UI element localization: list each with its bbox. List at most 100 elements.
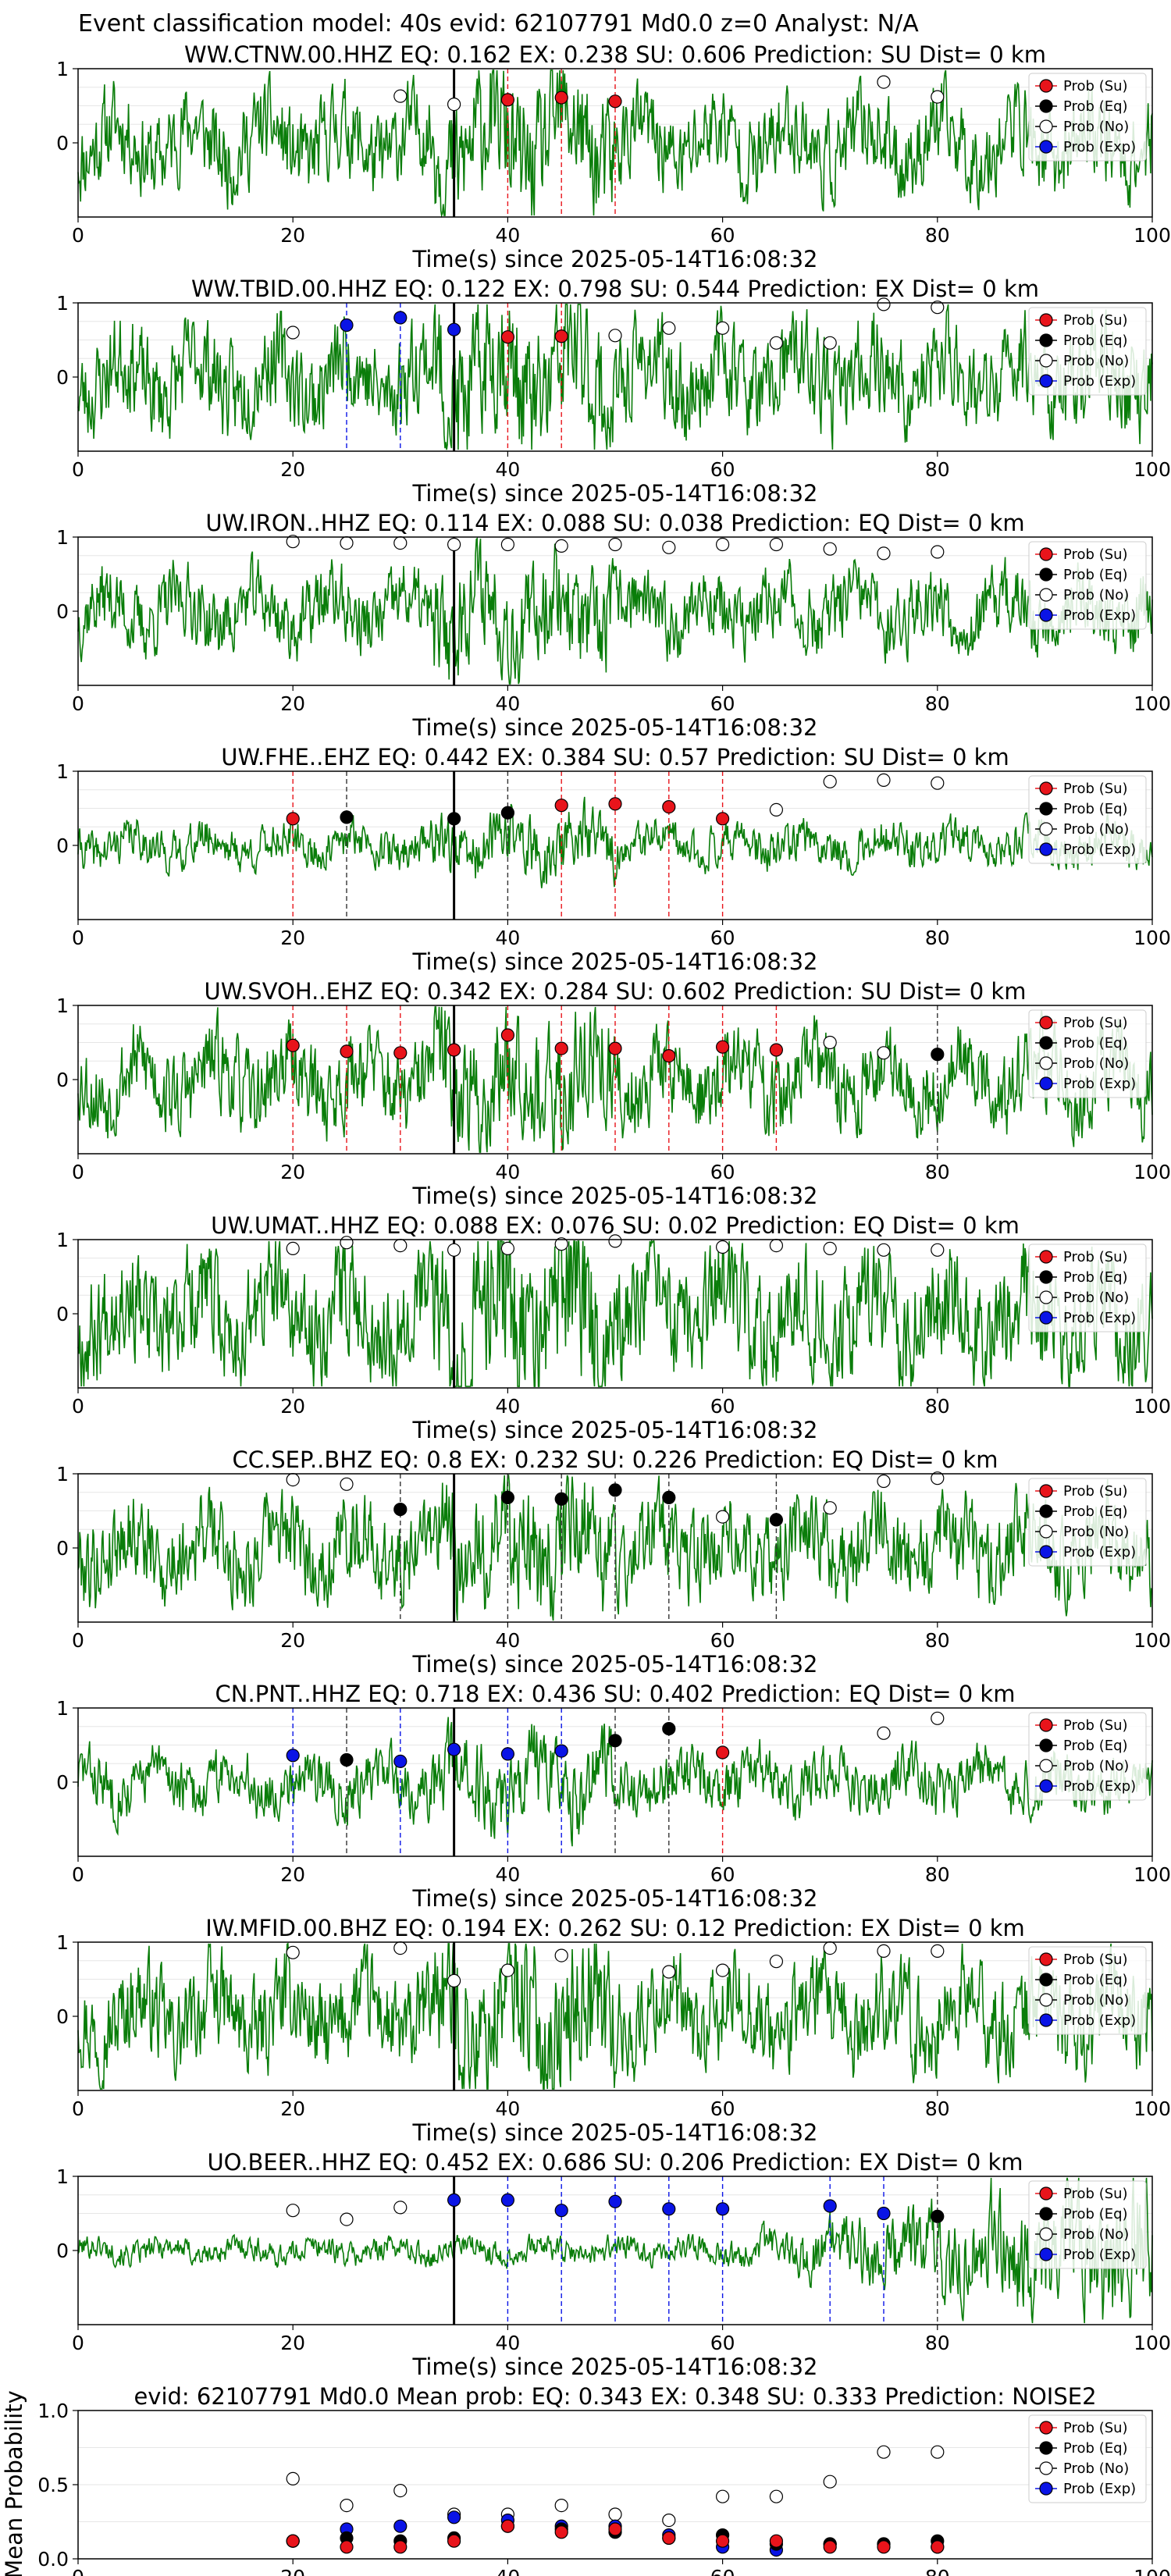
x-tick-label: 20 — [280, 458, 305, 481]
prob-marker-no — [877, 546, 891, 560]
x-tick-label: 100 — [1134, 2566, 1171, 2576]
mean-prob-marker-su — [286, 2534, 300, 2548]
panel-4: UW.FHE..EHZ EQ: 0.442 EX: 0.384 SU: 0.57… — [56, 744, 1171, 975]
prob-marker-exp — [662, 2202, 676, 2216]
panel-5: UW.SVOH..EHZ EQ: 0.342 EX: 0.284 SU: 0.6… — [56, 978, 1171, 1209]
prob-marker-no — [877, 75, 891, 89]
prob-marker-no — [877, 297, 891, 311]
legend-label-no: Prob (No) — [1063, 1055, 1129, 1072]
prob-marker-no — [769, 1238, 784, 1253]
legend-marker-eq — [1039, 2207, 1053, 2221]
prob-marker-su — [715, 812, 730, 826]
x-tick-label: 60 — [710, 1161, 735, 1183]
x-tick-label: 20 — [280, 224, 305, 247]
prob-marker-no — [769, 537, 784, 552]
x-tick-label: 100 — [1134, 692, 1171, 715]
legend-label-exp: Prob (Exp) — [1063, 1778, 1136, 1795]
legend-marker-su — [1039, 1250, 1053, 1264]
mean-prob-marker-su — [340, 2540, 354, 2554]
x-tick-label: 20 — [280, 2332, 305, 2354]
mean-probability-ylabel: Mean Probability — [1, 2390, 27, 2576]
prob-marker-su — [447, 1043, 461, 1057]
prob-marker-no — [340, 1236, 354, 1250]
prob-marker-no — [393, 535, 408, 550]
prob-marker-eq — [340, 1752, 354, 1767]
y-tick-label: 1 — [56, 1229, 69, 1251]
legend-marker-su — [1039, 781, 1053, 795]
mean-prob-marker-su — [393, 2540, 408, 2554]
y-tick-label: 1 — [56, 994, 69, 1017]
prob-marker-su — [500, 330, 515, 344]
mean-prob-marker-su — [877, 2540, 891, 2554]
x-tick-label: 20 — [280, 1629, 305, 1652]
x-tick-label: 80 — [925, 2332, 950, 2354]
x-axis-label: Time(s) since 2025-05-14T16:08:32 — [412, 1417, 818, 1443]
legend-marker-su — [1039, 1484, 1053, 1498]
prob-marker-no — [877, 1726, 891, 1740]
legend-marker-no — [1039, 1525, 1053, 1539]
legend-label-no: Prob (No) — [1063, 119, 1129, 135]
prob-marker-su — [554, 91, 568, 105]
prob-marker-no — [662, 1965, 676, 1979]
prob-marker-no — [340, 2212, 354, 2226]
prob-marker-no — [823, 542, 837, 556]
x-tick-label: 60 — [710, 1863, 735, 1886]
prob-marker-su — [769, 1043, 784, 1057]
legend-label-su: Prob (Su) — [1063, 1717, 1128, 1734]
prob-marker-no — [393, 1941, 408, 1955]
x-axis-label: Time(s) since 2025-05-14T16:08:32 — [412, 2119, 818, 2146]
legend-label-eq: Prob (Eq) — [1063, 1972, 1128, 1988]
x-tick-label: 80 — [925, 458, 950, 481]
panel-title: UW.SVOH..EHZ EQ: 0.342 EX: 0.284 SU: 0.6… — [205, 978, 1027, 1005]
x-axis-label: Time(s) since 2025-05-14T16:08:32 — [412, 480, 818, 507]
prob-marker-no — [877, 1243, 891, 1257]
panel-1: WW.CTNW.00.HHZ EQ: 0.162 EX: 0.238 SU: 0… — [56, 41, 1171, 272]
prob-marker-no — [608, 537, 622, 552]
prob-marker-eq — [931, 1048, 945, 1062]
y-tick-label: 0 — [56, 1771, 69, 1794]
prob-marker-no — [931, 90, 945, 104]
legend-label-exp: Prob (Exp) — [1063, 1544, 1136, 1560]
x-tick-label: 0 — [72, 2566, 84, 2576]
prob-marker-exp — [447, 2193, 461, 2207]
prob-marker-su — [500, 93, 515, 107]
prob-marker-no — [447, 537, 461, 552]
legend-marker-exp — [1039, 140, 1053, 154]
prob-marker-su — [554, 329, 568, 343]
prob-marker-eq — [931, 2209, 945, 2223]
y-tick-label: 0.5 — [37, 2474, 69, 2496]
legend-label-no: Prob (No) — [1063, 1758, 1129, 1774]
legend-label-eq: Prob (Eq) — [1063, 98, 1128, 115]
prob-marker-no — [286, 326, 300, 340]
panel-11: evid: 62107791 Md0.0 Mean prob: EQ: 0.34… — [1, 2383, 1171, 2576]
prob-marker-no — [662, 321, 676, 335]
y-tick-label: 0 — [56, 132, 69, 155]
x-tick-label: 80 — [925, 1395, 950, 1418]
panel-title: WW.TBID.00.HHZ EQ: 0.122 EX: 0.798 SU: 0… — [191, 276, 1039, 302]
legend-marker-exp — [1039, 1545, 1053, 1559]
y-tick-label: 0 — [56, 2240, 69, 2262]
prob-marker-no — [877, 1474, 891, 1489]
legend-marker-su — [1039, 79, 1053, 93]
panel-2: WW.TBID.00.HHZ EQ: 0.122 EX: 0.798 SU: 0… — [56, 276, 1171, 507]
prob-marker-no — [286, 1472, 300, 1487]
legend-box — [1028, 1712, 1147, 1801]
mean-prob-marker-su — [554, 2525, 568, 2539]
x-tick-label: 80 — [925, 224, 950, 247]
y-tick-label: 0.0 — [37, 2548, 69, 2571]
mean-prob-marker-no — [715, 2489, 730, 2503]
legend-label-no: Prob (No) — [1063, 1290, 1129, 1306]
x-tick-label: 40 — [495, 927, 520, 949]
y-tick-label: 0 — [56, 1069, 69, 1091]
prob-marker-no — [447, 98, 461, 112]
prob-marker-no — [931, 1944, 945, 1958]
prob-marker-exp — [500, 2193, 515, 2207]
x-tick-label: 80 — [925, 2097, 950, 2120]
x-tick-label: 80 — [925, 1863, 950, 1886]
prob-marker-no — [877, 773, 891, 788]
prob-marker-su — [715, 1745, 730, 1759]
prob-marker-no — [931, 1711, 945, 1725]
legend-box — [1028, 1244, 1147, 1332]
waveform-line — [77, 1239, 1153, 1387]
mean-prob-marker-no — [662, 2514, 676, 2528]
